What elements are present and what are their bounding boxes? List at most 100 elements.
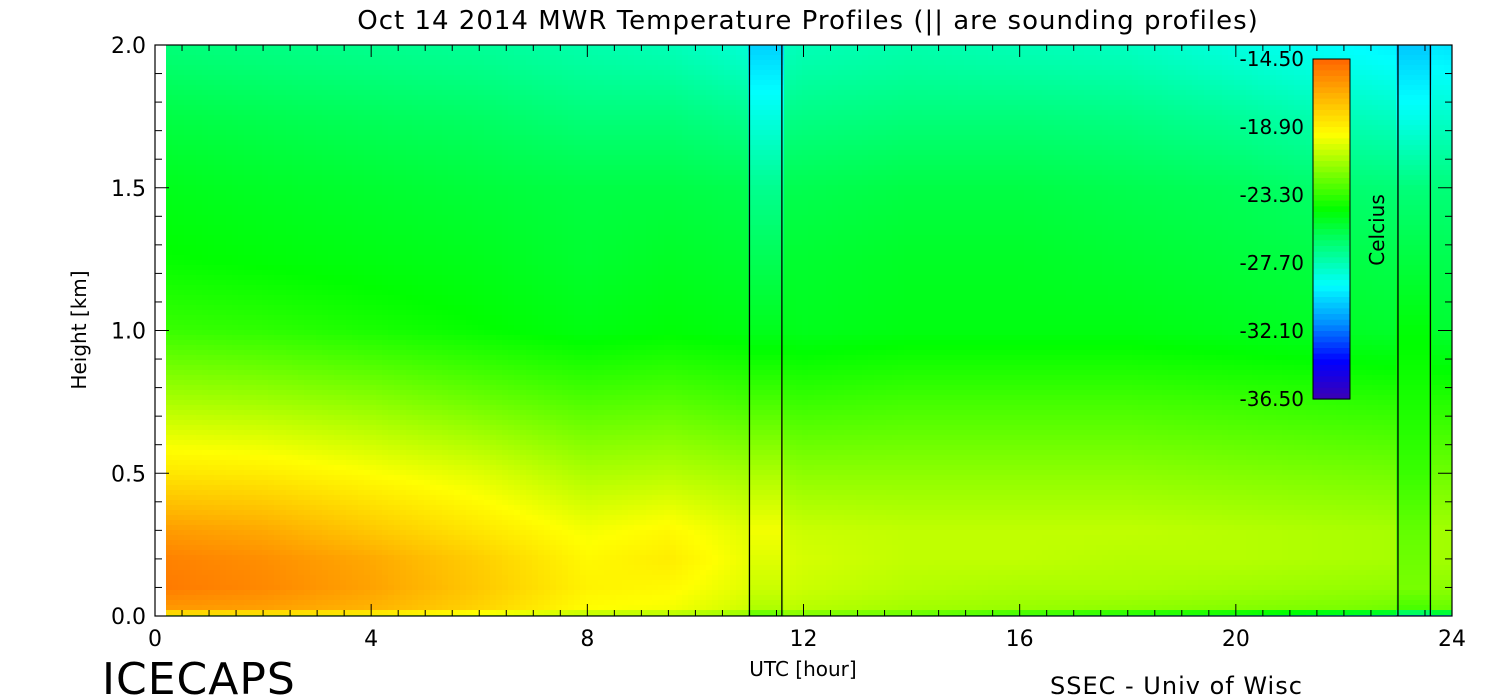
heatmap-cell: [340, 250, 347, 256]
heatmap-cell: [196, 555, 203, 561]
heatmap-cell: [328, 400, 335, 406]
heatmap-cell: [310, 400, 317, 406]
heatmap-cell: [394, 380, 401, 386]
heatmap-cell: [286, 345, 293, 351]
heatmap-cell: [406, 470, 413, 476]
heatmap-cell: [214, 305, 221, 311]
heatmap-cell: [244, 355, 251, 361]
heatmap-cell: [274, 200, 281, 206]
heatmap-cell: [184, 605, 191, 611]
heatmap-cell: [220, 240, 227, 246]
heatmap-cell: [358, 315, 365, 321]
heatmap-cell: [298, 290, 305, 296]
heatmap-cell: [256, 420, 263, 426]
heatmap-cell: [256, 160, 263, 166]
heatmap-cell: [262, 280, 269, 286]
heatmap-cell: [292, 220, 299, 226]
heatmap-cell: [370, 390, 377, 396]
heatmap-cell: [292, 90, 299, 96]
heatmap-cell: [310, 320, 317, 326]
heatmap-cell: [196, 200, 203, 206]
heatmap-cell: [166, 480, 173, 486]
heatmap-cell: [376, 295, 383, 301]
heatmap-cell: [220, 220, 227, 226]
heatmap-cell: [220, 320, 227, 326]
heatmap-cell: [286, 80, 293, 86]
heatmap-cell: [292, 310, 299, 316]
heatmap-cell: [292, 255, 299, 261]
heatmap-cell: [226, 60, 233, 66]
heatmap-cell: [316, 325, 323, 331]
heatmap-cell: [184, 290, 191, 296]
heatmap-cell: [220, 565, 227, 571]
heatmap-cell: [274, 250, 281, 256]
heatmap-cell: [226, 300, 233, 306]
heatmap-cell: [256, 45, 263, 51]
heatmap-cell: [358, 170, 365, 176]
heatmap-cell: [388, 605, 395, 611]
heatmap-cell: [364, 150, 371, 156]
heatmap-cell: [292, 55, 299, 61]
heatmap-cell: [304, 130, 311, 136]
heatmap-cell: [412, 130, 419, 136]
heatmap-cell: [238, 380, 245, 386]
heatmap-cell: [250, 75, 257, 81]
heatmap-cell: [184, 490, 191, 496]
heatmap-cell: [334, 225, 341, 231]
heatmap-cell: [232, 350, 239, 356]
heatmap-cell: [400, 515, 407, 521]
heatmap-cell: [322, 125, 329, 131]
heatmap-cell: [400, 85, 407, 91]
heatmap-cell: [166, 610, 173, 616]
heatmap-cell: [352, 160, 359, 166]
heatmap-cell: [394, 295, 401, 301]
heatmap-cell: [184, 585, 191, 591]
heatmap-cell: [226, 305, 233, 311]
heatmap-cell: [214, 140, 221, 146]
heatmap-cell: [220, 385, 227, 391]
heatmap-cell: [286, 395, 293, 401]
heatmap-cell: [340, 455, 347, 461]
heatmap-cell: [406, 325, 413, 331]
heatmap-cell: [280, 610, 287, 616]
heatmap-cell: [238, 310, 245, 316]
heatmap-cell: [388, 450, 395, 456]
heatmap-cell: [292, 340, 299, 346]
heatmap-cell: [370, 555, 377, 561]
heatmap-cell: [292, 405, 299, 411]
heatmap-cell: [388, 165, 395, 171]
heatmap-cell: [418, 410, 425, 416]
heatmap-cell: [250, 495, 257, 501]
heatmap-cell: [406, 70, 413, 76]
heatmap-cell: [400, 475, 407, 481]
heatmap-cell: [232, 280, 239, 286]
heatmap-cell: [238, 525, 245, 531]
heatmap-cell: [370, 305, 377, 311]
heatmap-cell: [346, 240, 353, 246]
heatmap-cell: [334, 300, 341, 306]
heatmap-cell: [286, 145, 293, 151]
heatmap-cell: [310, 315, 317, 321]
heatmap-cell: [376, 285, 383, 291]
heatmap-cell: [376, 380, 383, 386]
heatmap-cell: [406, 500, 413, 506]
heatmap-cell: [220, 100, 227, 106]
heatmap-cell: [322, 515, 329, 521]
heatmap-cell: [310, 560, 317, 566]
heatmap-cell: [346, 190, 353, 196]
heatmap-cell: [202, 505, 209, 511]
heatmap-cell: [376, 600, 383, 606]
heatmap-cell: [274, 240, 281, 246]
heatmap-cell: [226, 55, 233, 61]
heatmap-cell: [214, 395, 221, 401]
heatmap-cell: [226, 505, 233, 511]
heatmap-cell: [178, 215, 185, 221]
heatmap-cell: [220, 610, 227, 616]
heatmap-cell: [424, 70, 431, 76]
heatmap-cell: [346, 175, 353, 181]
heatmap-cell: [298, 550, 305, 556]
heatmap-cell: [322, 605, 329, 611]
heatmap-cell: [340, 175, 347, 181]
heatmap-cell: [214, 325, 221, 331]
heatmap-cell: [298, 435, 305, 441]
